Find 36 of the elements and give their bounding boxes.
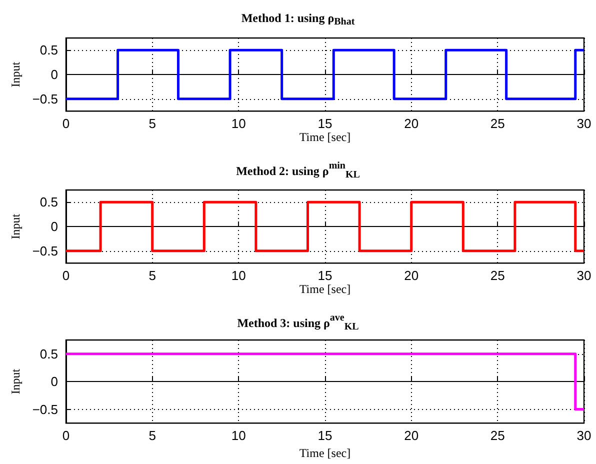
- x-tick-label: 5: [148, 428, 156, 444]
- x-tick-label: 25: [490, 428, 505, 444]
- x-tick-label: 5: [148, 116, 156, 132]
- y-tick-label: 0: [50, 374, 58, 390]
- x-tick-label: 10: [231, 428, 246, 444]
- y-tick-label: 0: [50, 219, 58, 234]
- y-axis-title: Input: [8, 213, 22, 240]
- x-tick-label: 5: [148, 268, 156, 284]
- y-tick-label: 0.5: [40, 42, 58, 58]
- x-tick-label: 30: [576, 116, 592, 132]
- x-tick-label: 25: [490, 116, 505, 132]
- x-tick-label: 30: [576, 428, 592, 444]
- x-tick-label: 0: [62, 116, 70, 132]
- x-tick-label: 30: [576, 268, 592, 284]
- x-axis-title: Time [sec]: [299, 446, 351, 460]
- x-tick-label: 20: [404, 116, 419, 132]
- y-axis-title: Input: [8, 368, 22, 394]
- x-tick-label: 20: [404, 268, 419, 284]
- y-tick-label: −0.5: [32, 243, 58, 258]
- y-tick-label: −0.5: [32, 402, 58, 417]
- x-tick-label: 15: [318, 268, 332, 284]
- x-axis-title: Time [sec]: [299, 282, 351, 296]
- x-tick-label: 10: [231, 268, 246, 284]
- x-tick-label: 0: [62, 268, 70, 284]
- x-tick-label: 0: [62, 428, 70, 444]
- y-tick-label: 0.5: [40, 346, 58, 362]
- y-tick-label: 0: [50, 67, 58, 82]
- x-axis-title: Time [sec]: [299, 130, 351, 144]
- y-tick-label: −0.5: [32, 91, 58, 106]
- y-axis-title: Input: [8, 61, 22, 88]
- x-tick-label: 10: [231, 116, 246, 132]
- y-tick-label: 0.5: [40, 194, 58, 210]
- x-tick-label: 25: [490, 268, 505, 284]
- x-tick-label: 15: [318, 116, 332, 132]
- x-tick-label: 20: [404, 428, 419, 444]
- x-tick-label: 15: [318, 428, 332, 444]
